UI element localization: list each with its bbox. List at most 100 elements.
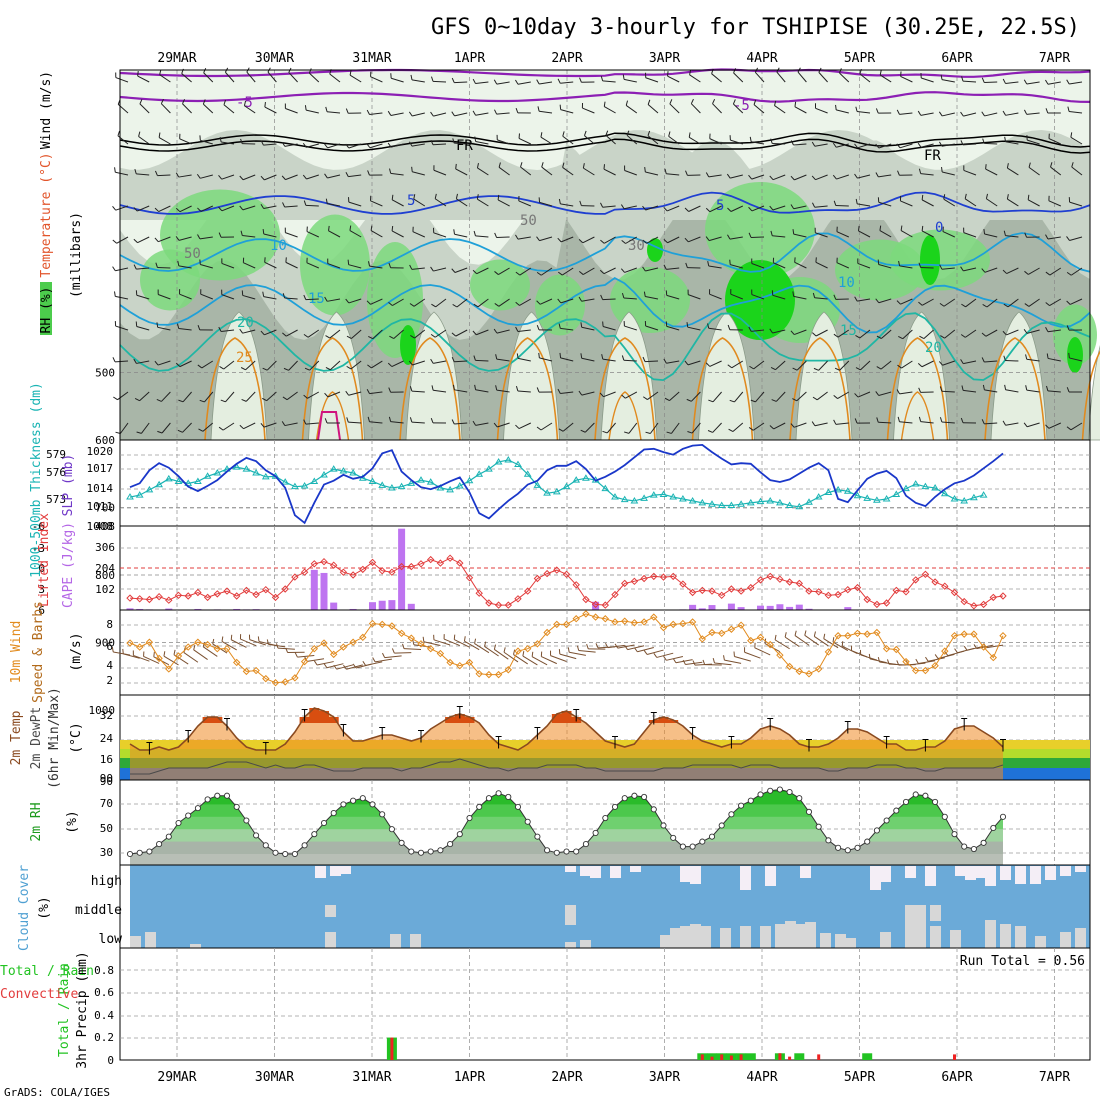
upper-wind-barb — [560, 109, 574, 114]
upper-wind-barb — [516, 353, 519, 359]
upper-wind-barb — [409, 141, 413, 147]
contour-label: -5 — [733, 98, 750, 114]
wind-speed-marker — [747, 636, 755, 645]
upper-wind-barb — [391, 225, 394, 232]
surface-wind-barb — [934, 654, 939, 659]
rh-marker — [514, 803, 522, 810]
temp-hot-fill — [319, 711, 329, 723]
upper-wind-barb — [811, 175, 816, 180]
upper-wind-barb — [140, 422, 150, 434]
wind-speed-marker — [873, 628, 881, 637]
upper-wind-barb — [182, 422, 192, 433]
upper-wind-barb — [345, 108, 349, 114]
upper-wind-barb — [963, 112, 977, 117]
thickness-marker — [882, 495, 891, 502]
contour-label: 5 — [407, 193, 415, 209]
upper-wind-barb — [666, 360, 680, 364]
date-label-bottom: 29MAR — [157, 1070, 196, 1085]
upper-wind-barb — [732, 422, 744, 432]
upper-wind-barb — [260, 175, 265, 181]
lifted-index-marker — [300, 568, 309, 576]
upper-wind-barb — [1023, 79, 1028, 85]
surface-wind-barb — [193, 649, 208, 660]
surface-wind-barb — [352, 663, 357, 669]
thickness-marker — [979, 491, 988, 498]
thickness-marker — [960, 496, 969, 504]
surface-wind-barb — [877, 657, 880, 663]
slp-tick-label: 1011 — [87, 500, 114, 513]
upper-wind-barb — [772, 329, 786, 334]
upper-wind-barb — [875, 298, 880, 304]
rh-legend-swatch — [40, 282, 52, 335]
rh-marker — [611, 803, 619, 810]
upper-wind-barb — [984, 267, 998, 273]
upper-wind-barb — [708, 174, 722, 178]
upper-wind-barb — [345, 298, 350, 304]
rh-marker — [204, 796, 211, 803]
upper-wind-barb — [430, 358, 434, 364]
date-label-bottom: 5APR — [844, 1070, 875, 1085]
upper-wind-barb — [496, 358, 510, 362]
rh-tick-label: 30 — [100, 846, 113, 859]
wind-speed-marker — [174, 652, 183, 660]
date-label-top: 4APR — [746, 51, 777, 66]
surface-wind-barb — [784, 636, 800, 647]
upper-wind-barb — [139, 99, 143, 105]
wind-speed-marker — [417, 640, 425, 648]
upper-wind-barb — [811, 141, 816, 147]
upper-wind-barb — [705, 172, 710, 178]
upper-wind-barb — [199, 236, 213, 240]
lifted-index-marker — [252, 590, 260, 599]
upper-wind-barb — [1007, 198, 1019, 207]
lifted-index-marker — [349, 571, 357, 579]
upper-wind-barb — [158, 205, 171, 213]
upper-wind-barb — [1069, 110, 1083, 114]
upper-wind-barb — [941, 166, 943, 173]
upper-wind-barb — [1023, 109, 1028, 115]
upper-wind-barb — [515, 386, 519, 392]
upper-wind-barb — [1066, 236, 1070, 241]
precip-convective-bar — [788, 1056, 792, 1060]
upper-wind-barb — [1070, 422, 1083, 431]
upper-wind-barb — [537, 106, 540, 112]
upper-wind-barb — [688, 136, 701, 145]
upper-wind-barb — [264, 174, 277, 181]
rh-marker — [631, 792, 638, 799]
rh-moist-area — [1053, 304, 1097, 366]
upper-wind-barb — [284, 143, 298, 147]
upper-wind-barb — [221, 141, 235, 145]
upper-wind-barb — [562, 135, 574, 145]
upper-wind-barb — [520, 166, 532, 176]
cape-bar — [766, 605, 774, 610]
cloud-low-bar — [1060, 932, 1071, 948]
upper-wind-barb — [472, 78, 476, 84]
cape-bar — [698, 608, 706, 610]
surface-wind-barb — [285, 647, 289, 653]
upper-wind-barb — [753, 360, 765, 370]
rh-band-upper — [120, 130, 1090, 220]
lifted-index-marker — [329, 561, 338, 569]
upper-wind-barb — [112, 239, 117, 244]
upper-wind-barb — [218, 175, 223, 180]
cloud-low-bar — [670, 928, 681, 948]
upper-wind-barb — [772, 142, 786, 145]
upper-wind-barb — [602, 358, 616, 362]
thickness-marker — [863, 494, 872, 501]
upper-wind-barb — [536, 324, 540, 331]
pressure-tick-label: 800 — [95, 569, 115, 582]
surface-wind-barb — [531, 656, 548, 666]
upper-wind-barb — [348, 421, 362, 424]
upper-wind-barb — [938, 111, 943, 117]
upper-wind-barb — [921, 199, 934, 207]
surface-wind-barb — [249, 639, 266, 646]
lifted-index-marker — [446, 554, 454, 562]
upper-wind-barb — [921, 230, 934, 238]
lifted-index-marker — [902, 588, 910, 596]
upper-wind-barb — [811, 421, 816, 427]
upper-wind-barb — [245, 360, 256, 371]
wind-speed-marker — [892, 645, 901, 654]
thickness-marker — [465, 476, 474, 484]
rh-marker — [330, 810, 337, 817]
upper-wind-barb — [288, 72, 298, 83]
upper-wind-barb — [1026, 112, 1040, 115]
